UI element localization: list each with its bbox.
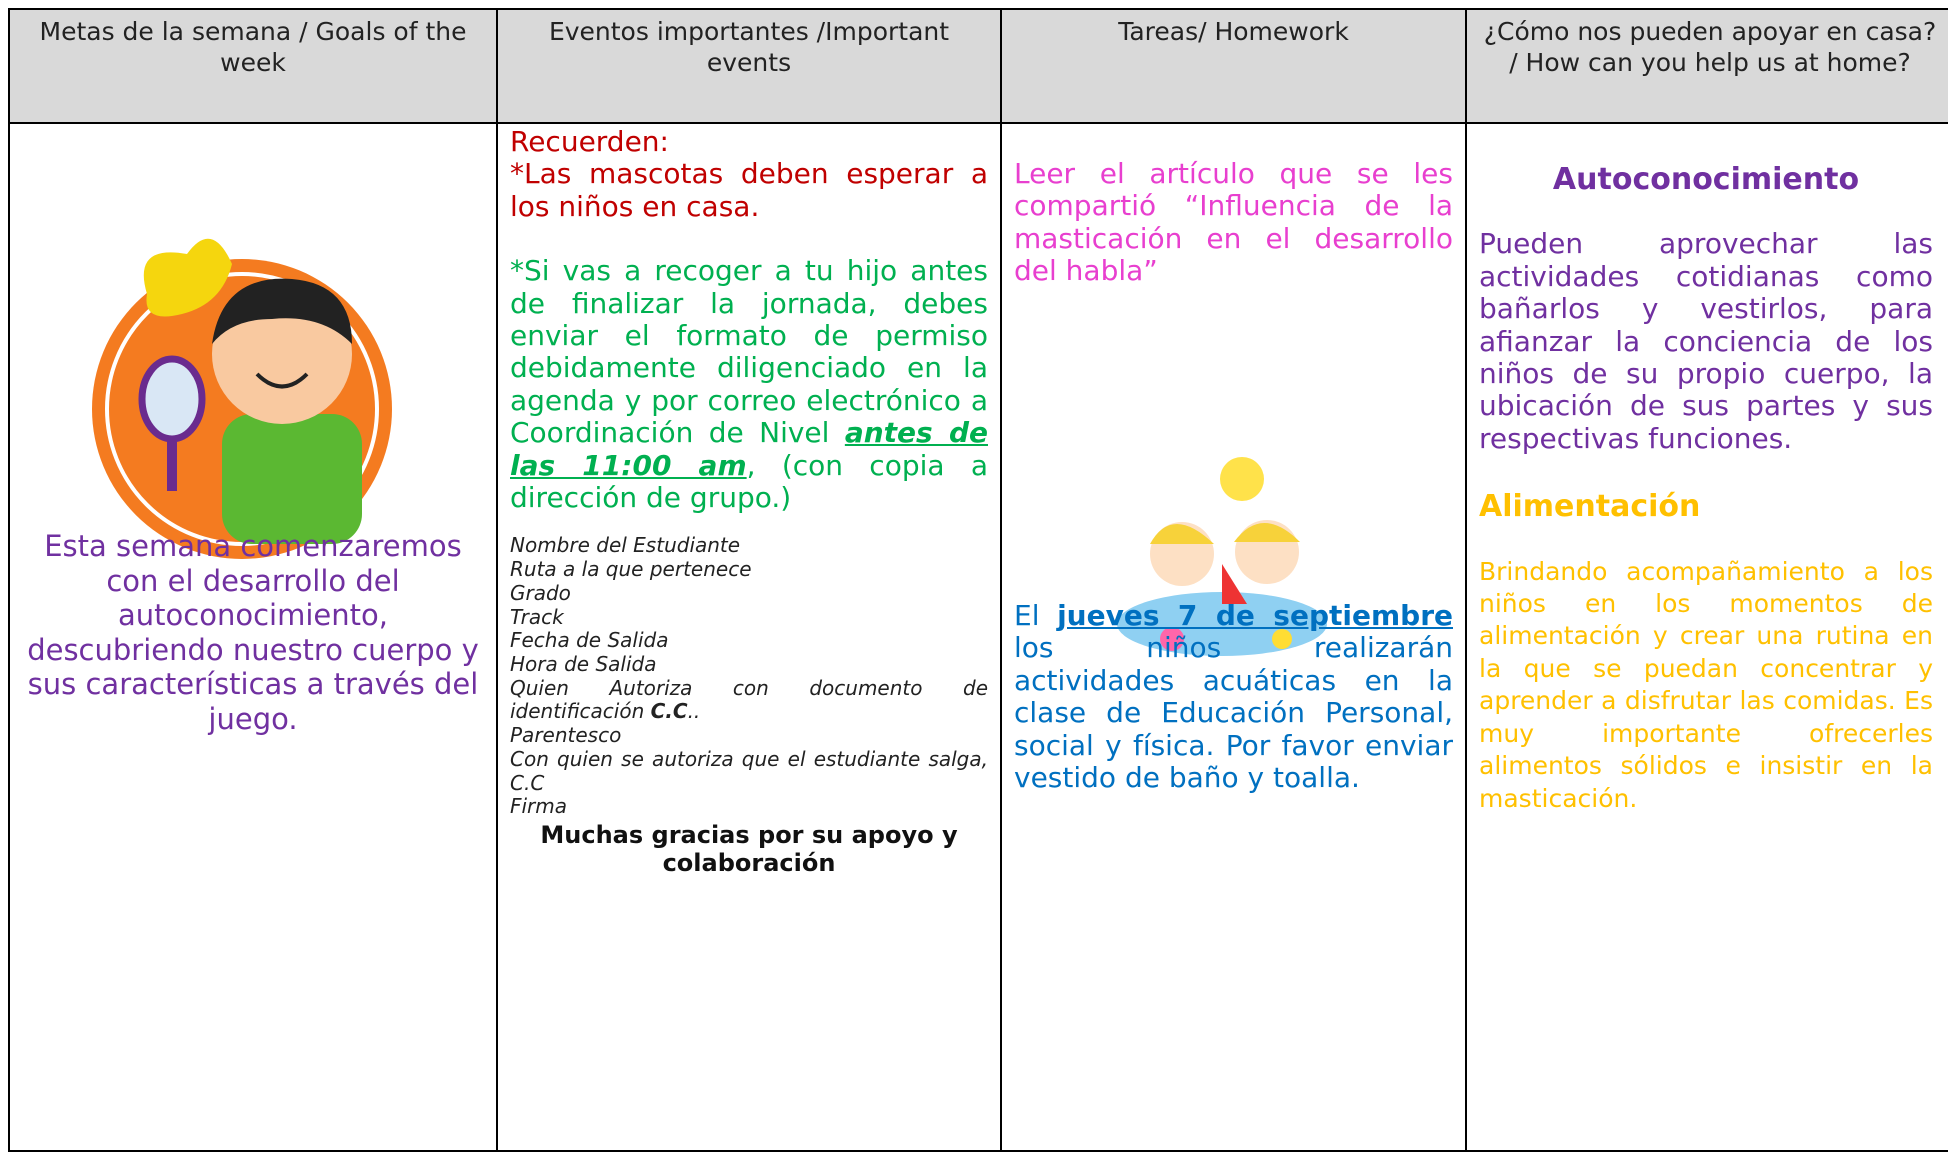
field: Parentesco: [510, 723, 622, 748]
text: los niños realizarán actividades acuátic…: [1014, 631, 1453, 795]
field: Hora de Salida: [510, 651, 657, 676]
text: ..: [687, 699, 701, 724]
text: Quien Autoriza con documento de identifi…: [510, 675, 988, 724]
field: Ruta a la que pertenece: [510, 557, 752, 582]
illustration: [1117, 457, 1327, 656]
section-title: Autoconocimiento: [1552, 162, 1860, 197]
text: El: [1014, 599, 1058, 632]
header-cell: Eventos importantes /Important events: [496, 8, 1002, 124]
field: Track: [510, 604, 564, 629]
field: Grado: [510, 580, 571, 605]
field: Quien Autoriza con documento de identifi…: [510, 675, 988, 724]
field: Fecha de Salida: [510, 628, 669, 653]
homework-cell: Leer el artículo que se les compartió “I…: [1000, 122, 1467, 1152]
header-cell: Metas de la semana / Goals of the week: [8, 8, 498, 124]
deadline: antes de las 11:00 am: [510, 416, 988, 482]
section-text: Brindando acompañamiento a los niños en …: [1479, 556, 1933, 813]
text: C.C: [650, 699, 688, 724]
header-cell: Tareas/ Homework: [1000, 8, 1467, 124]
header-cell: ¿Cómo nos pueden apoyar en casa? / How c…: [1465, 8, 1948, 124]
events-cell: Recuerden: *Las mascotas deben esperar a…: [496, 122, 1002, 1152]
pets-note: *Las mascotas deben esperar a los niños …: [510, 157, 988, 223]
section-title: Alimentación: [1479, 489, 1701, 525]
pickup-note: *Si vas a recoger a tu hijo antes de fin…: [510, 255, 988, 514]
thanks: Muchas gracias por su apoyo y colaboraci…: [540, 820, 958, 877]
field: Con quien se autoriza que el estudiante …: [510, 746, 988, 795]
field: Nombre del Estudiante: [510, 533, 741, 558]
reading-task: Leer el artículo que se les compartió “I…: [1014, 157, 1453, 288]
support-cell: Autoconocimiento Pueden aprovechar las a…: [1465, 122, 1948, 1152]
reminder-title: Recuerden:: [510, 125, 669, 158]
goals-cell: Esta semana comenzaremos con el desarrol…: [8, 122, 498, 1152]
form-fields: Nombre del Estudiante Ruta a la que pert…: [510, 534, 988, 818]
activity-note: El jueves 7 de septiembre los niños real…: [1014, 599, 1453, 795]
text: *Si vas a recoger a tu hijo antes de fin…: [510, 254, 988, 450]
illustration: [92, 238, 392, 559]
date: jueves 7 de septiembre: [1057, 599, 1453, 632]
section-text: Pueden aprovechar las actividades cotidi…: [1479, 227, 1933, 455]
goals-text: Esta semana comenzaremos con el desarrol…: [27, 529, 479, 736]
text: , (con copia a dirección de grupo.): [510, 448, 988, 515]
field: Firma: [510, 794, 568, 819]
